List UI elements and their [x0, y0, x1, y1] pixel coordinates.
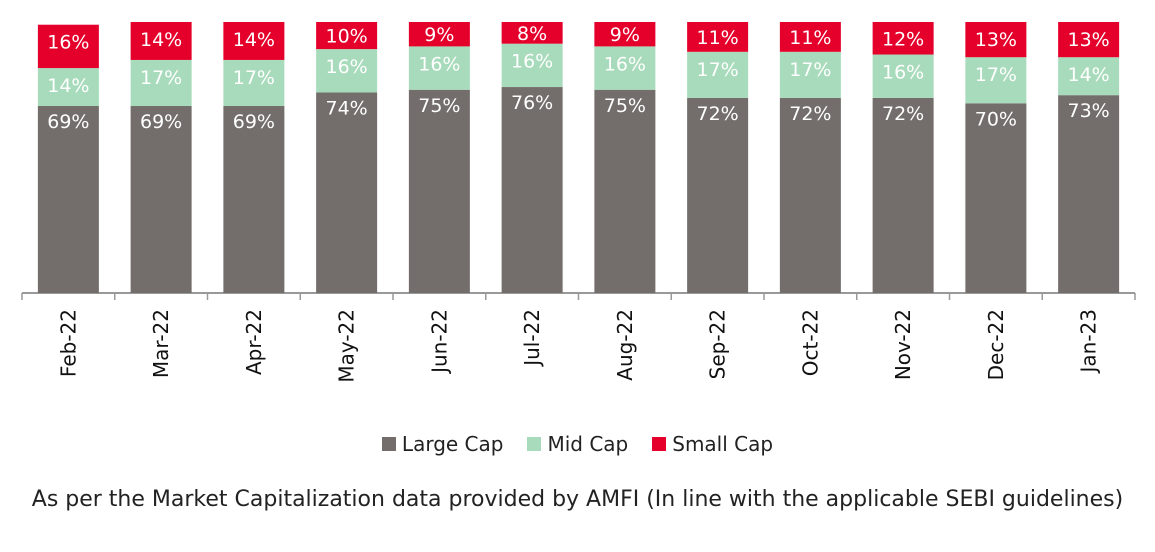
bar-mid-cap-aug-22: [594, 46, 656, 90]
x-tick-label-apr-22: Apr-22: [242, 309, 266, 375]
data-label-large-cap-may-22: 74%: [326, 97, 368, 119]
bar-mid-cap-jun-22: [408, 46, 470, 90]
bar-mid-cap-nov-22: [872, 54, 934, 98]
bar-large-cap-jul-22: [501, 87, 563, 293]
data-label-mid-cap-jul-22: 16%: [511, 51, 553, 73]
data-label-mid-cap-jun-22: 16%: [418, 53, 460, 75]
legend-swatch-mid-cap: [527, 437, 542, 451]
bar-large-cap-jun-22: [408, 89, 470, 293]
data-label-large-cap-aug-22: 75%: [604, 95, 646, 117]
bar-large-cap-mar-22: [130, 106, 192, 293]
bar-small-cap-feb-22: [37, 24, 99, 69]
data-label-large-cap-feb-22: 69%: [47, 111, 89, 133]
bar-mid-cap-mar-22: [130, 59, 192, 107]
data-label-mid-cap-feb-22: 14%: [47, 75, 89, 97]
bar-mid-cap-jan-23: [1058, 57, 1120, 96]
data-label-small-cap-jan-23: 13%: [1068, 29, 1110, 51]
bar-mid-cap-dec-22: [965, 57, 1027, 104]
data-label-small-cap-nov-22: 12%: [882, 28, 924, 50]
x-tick-label-dec-22: Dec-22: [984, 309, 1008, 380]
bar-small-cap-nov-22: [872, 22, 934, 55]
x-tick-label-feb-22: Feb-22: [56, 309, 80, 377]
bar-mid-cap-may-22: [316, 49, 378, 93]
legend-item-small-cap: Small Cap: [652, 432, 773, 456]
data-label-small-cap-may-22: 10%: [326, 26, 368, 48]
bar-small-cap-jul-22: [501, 22, 563, 44]
data-label-large-cap-mar-22: 69%: [140, 111, 182, 133]
bar-mid-cap-apr-22: [223, 59, 285, 107]
bar-small-cap-jan-23: [1058, 22, 1120, 58]
legend-label-small-cap: Small Cap: [672, 432, 774, 456]
data-label-mid-cap-sep-22: 17%: [697, 59, 739, 81]
data-label-mid-cap-may-22: 16%: [326, 56, 368, 78]
footnote: As per the Market Capitalization data pr…: [31, 487, 1124, 512]
legend-item-mid-cap: Mid Cap: [527, 432, 628, 456]
x-tick-label-aug-22: Aug-22: [613, 309, 637, 381]
bar-mid-cap-oct-22: [779, 51, 841, 98]
data-label-large-cap-jul-22: 76%: [511, 92, 553, 114]
data-label-small-cap-jul-22: 8%: [517, 23, 547, 45]
data-label-small-cap-mar-22: 14%: [140, 29, 182, 51]
bar-large-cap-aug-22: [594, 89, 656, 293]
data-label-large-cap-oct-22: 72%: [789, 103, 831, 125]
data-label-large-cap-jun-22: 75%: [418, 95, 460, 117]
bar-small-cap-apr-22: [223, 22, 285, 60]
bar-small-cap-dec-22: [965, 22, 1027, 58]
data-label-large-cap-dec-22: 70%: [975, 108, 1017, 130]
bar-large-cap-sep-22: [687, 97, 749, 293]
legend-label-mid-cap: Mid Cap: [547, 432, 629, 456]
legend-item-large-cap: Large Cap: [381, 432, 504, 456]
data-label-small-cap-dec-22: 13%: [975, 29, 1017, 51]
data-label-mid-cap-mar-22: 17%: [140, 67, 182, 89]
chart-legend: Large Cap Mid Cap Small Cap: [0, 432, 1155, 456]
data-label-mid-cap-dec-22: 17%: [975, 64, 1017, 86]
x-tick-label-may-22: May-22: [335, 309, 359, 383]
bar-large-cap-may-22: [316, 92, 378, 294]
data-label-small-cap-aug-22: 9%: [610, 24, 640, 46]
data-label-mid-cap-aug-22: 16%: [604, 53, 646, 75]
bar-large-cap-oct-22: [779, 97, 841, 293]
bar-mid-cap-jul-22: [501, 43, 563, 88]
x-tick-label-jun-22: Jun-22: [427, 309, 451, 375]
data-label-small-cap-oct-22: 11%: [789, 27, 831, 49]
x-tick-label-mar-22: Mar-22: [149, 309, 173, 378]
bar-mid-cap-feb-22: [37, 68, 99, 107]
bar-small-cap-mar-22: [130, 22, 192, 60]
data-label-mid-cap-jan-23: 14%: [1068, 64, 1110, 86]
bar-small-cap-jun-22: [408, 22, 470, 47]
legend-label-large-cap: Large Cap: [401, 432, 504, 456]
data-label-small-cap-feb-22: 16%: [47, 32, 89, 54]
data-label-mid-cap-oct-22: 17%: [789, 59, 831, 81]
bar-mid-cap-sep-22: [687, 51, 749, 98]
x-tick-label-jan-23: Jan-23: [1077, 309, 1101, 375]
data-label-small-cap-apr-22: 14%: [233, 29, 275, 51]
x-tick-label-sep-22: Sep-22: [706, 309, 730, 379]
x-tick-label-oct-22: Oct-22: [798, 309, 822, 376]
data-label-small-cap-sep-22: 11%: [697, 27, 739, 49]
bar-large-cap-nov-22: [872, 97, 934, 293]
data-label-large-cap-jan-23: 73%: [1068, 100, 1110, 122]
bar-small-cap-aug-22: [594, 22, 656, 47]
stacked-bar-chart: 69% 14% 16% Feb-22 69% 17% 14% Mar-22 69% 17% 14% A…: [21, 22, 1136, 383]
bar-large-cap-feb-22: [37, 106, 99, 293]
bar-large-cap-apr-22: [223, 106, 285, 293]
bar-large-cap-dec-22: [965, 103, 1027, 293]
legend-swatch-large-cap: [381, 437, 396, 451]
bar-large-cap-jan-23: [1058, 95, 1120, 293]
x-tick-label-nov-22: Nov-22: [891, 309, 915, 380]
data-label-large-cap-apr-22: 69%: [233, 111, 275, 133]
data-label-large-cap-sep-22: 72%: [697, 103, 739, 125]
bar-small-cap-may-22: [316, 22, 378, 50]
data-label-mid-cap-apr-22: 17%: [233, 67, 275, 89]
data-label-small-cap-jun-22: 9%: [424, 24, 454, 46]
x-tick-label-jul-22: Jul-22: [520, 309, 544, 368]
bar-small-cap-sep-22: [687, 22, 749, 52]
data-label-mid-cap-nov-22: 16%: [882, 62, 924, 84]
data-label-large-cap-nov-22: 72%: [882, 103, 924, 125]
bar-small-cap-oct-22: [779, 22, 841, 52]
legend-swatch-small-cap: [652, 437, 667, 451]
